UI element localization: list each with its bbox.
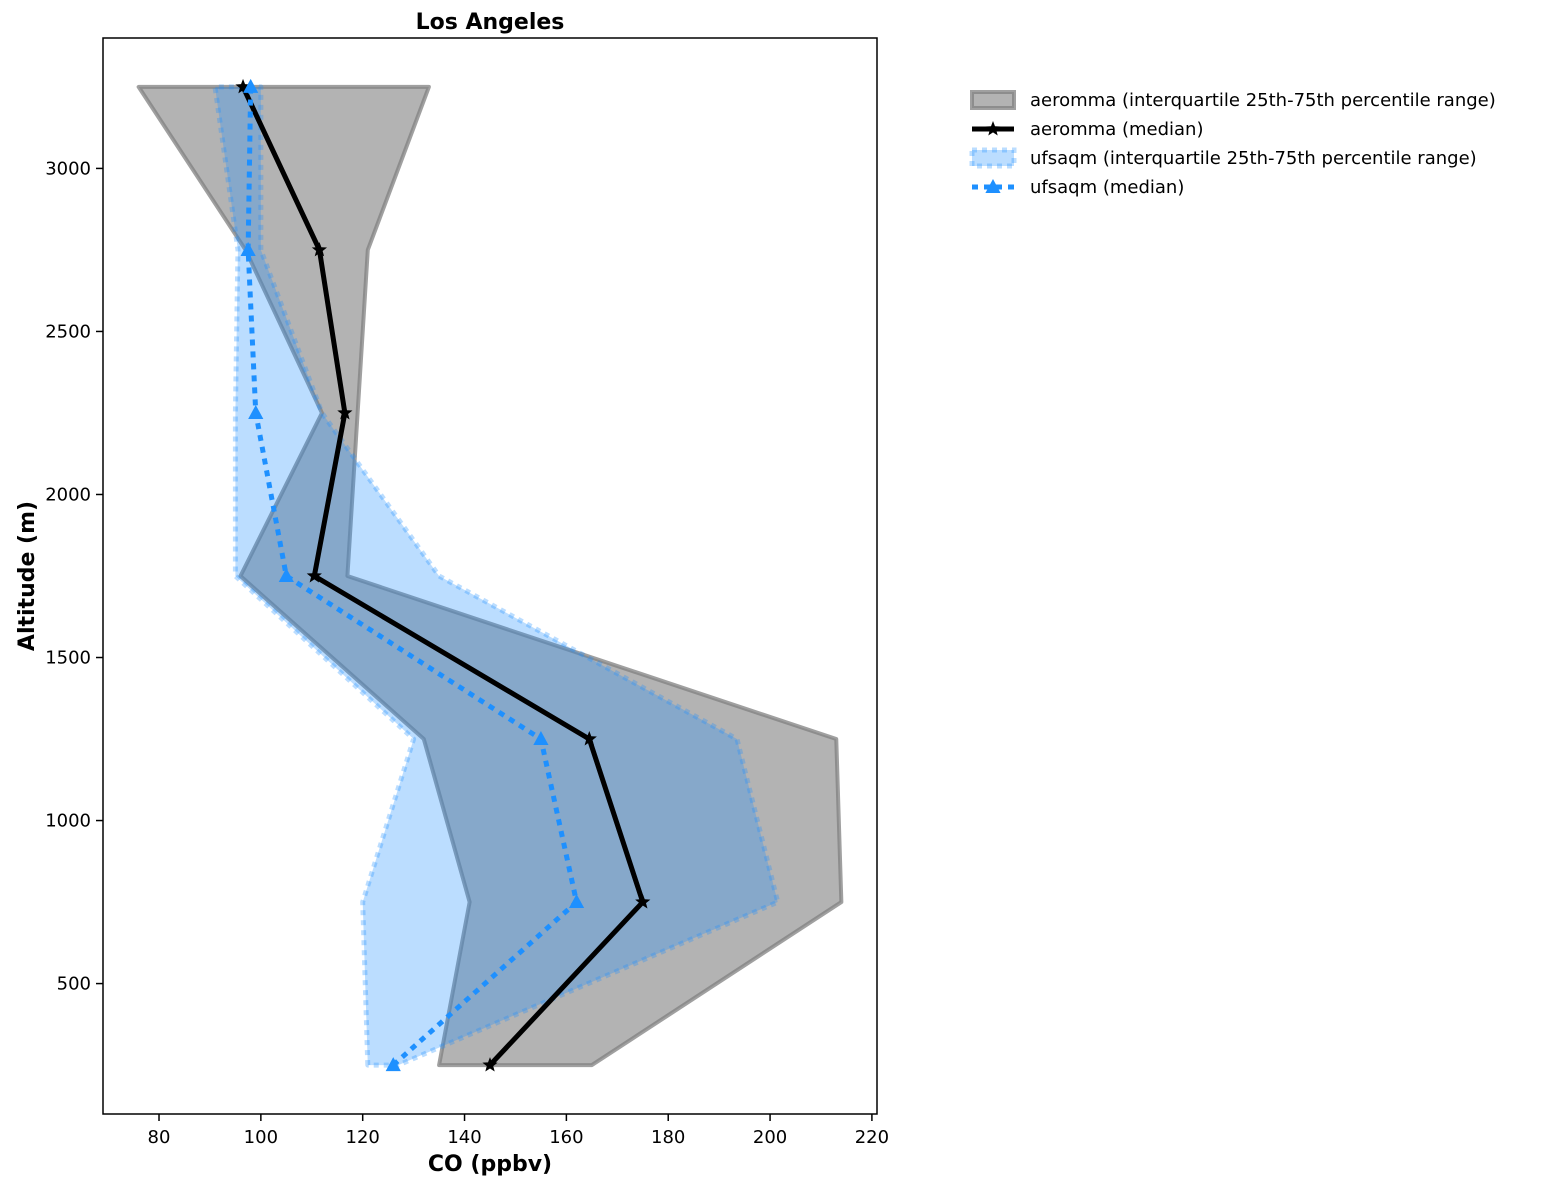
- ufsaqm-median-point: [248, 404, 264, 419]
- aeromma-median-point: [337, 404, 353, 420]
- x-tick-label: 100: [244, 1127, 278, 1148]
- x-axis-label: CO (ppbv): [428, 1152, 552, 1177]
- legend-label: aeromma (interquartile 25th-75th percent…: [1030, 90, 1496, 111]
- x-tick-label: 200: [753, 1127, 787, 1148]
- legend-label: aeromma (median): [1030, 119, 1203, 140]
- marker-layer: [235, 78, 651, 1072]
- plot-frame: [102, 37, 878, 1115]
- y-axis-label: Altitude (m): [15, 501, 40, 651]
- chart-title: Los Angeles: [416, 10, 565, 35]
- aeromma-median-point: [235, 78, 251, 94]
- x-tick-label: 220: [855, 1127, 889, 1148]
- legend-swatch-ufsaqm-band: [969, 147, 1017, 169]
- x-tick-label: 160: [549, 1127, 583, 1148]
- x-tick-label: 180: [651, 1127, 685, 1148]
- ufsaqm-median-point: [243, 78, 259, 93]
- ufsaqm-median-point: [533, 731, 549, 746]
- ufsaqm-median-point: [278, 568, 294, 582]
- aeromma-median-point: [482, 1057, 498, 1072]
- ufsaqm-median-point: [240, 241, 256, 256]
- x-tick-label: 80: [148, 1127, 171, 1148]
- y-tick-label: 1500: [45, 648, 91, 669]
- y-tick-label: 2000: [45, 484, 91, 505]
- aeromma-median-point: [311, 241, 328, 257]
- band-layer: [136, 84, 844, 1068]
- x-axis: 80 100 120 140 160 180 200 220: [148, 1114, 889, 1148]
- y-tick-label: 3000: [45, 158, 91, 179]
- aeromma-median-point: [635, 894, 651, 909]
- legend-swatch-aeromma-band: [970, 90, 1016, 110]
- ufsaqm-median-point: [568, 894, 585, 909]
- legend-marker-star: [985, 121, 1001, 136]
- aeromma-iqr-band: [136, 84, 844, 1068]
- x-tick-label: 120: [346, 1127, 380, 1148]
- y-axis: 500 1000 1500 2000 2500 3000: [45, 158, 103, 995]
- x-tick-label: 140: [447, 1127, 481, 1148]
- aeromma-median-point: [581, 731, 597, 746]
- y-tick-label: 1000: [45, 811, 91, 832]
- aeromma-median-point: [306, 568, 322, 583]
- ufsaqm-iqr-band: [212, 84, 781, 1068]
- legend-label: ufsaqm (median): [1030, 177, 1184, 198]
- legend: aeromma (interquartile 25th-75th percent…: [969, 90, 1496, 198]
- ufsaqm-median-point: [385, 1057, 401, 1072]
- legend-label: ufsaqm (interquartile 25th-75th percenti…: [1030, 148, 1477, 169]
- y-tick-label: 2500: [45, 321, 91, 342]
- y-tick-label: 500: [57, 974, 91, 995]
- legend-marker-triangle: [985, 179, 1001, 193]
